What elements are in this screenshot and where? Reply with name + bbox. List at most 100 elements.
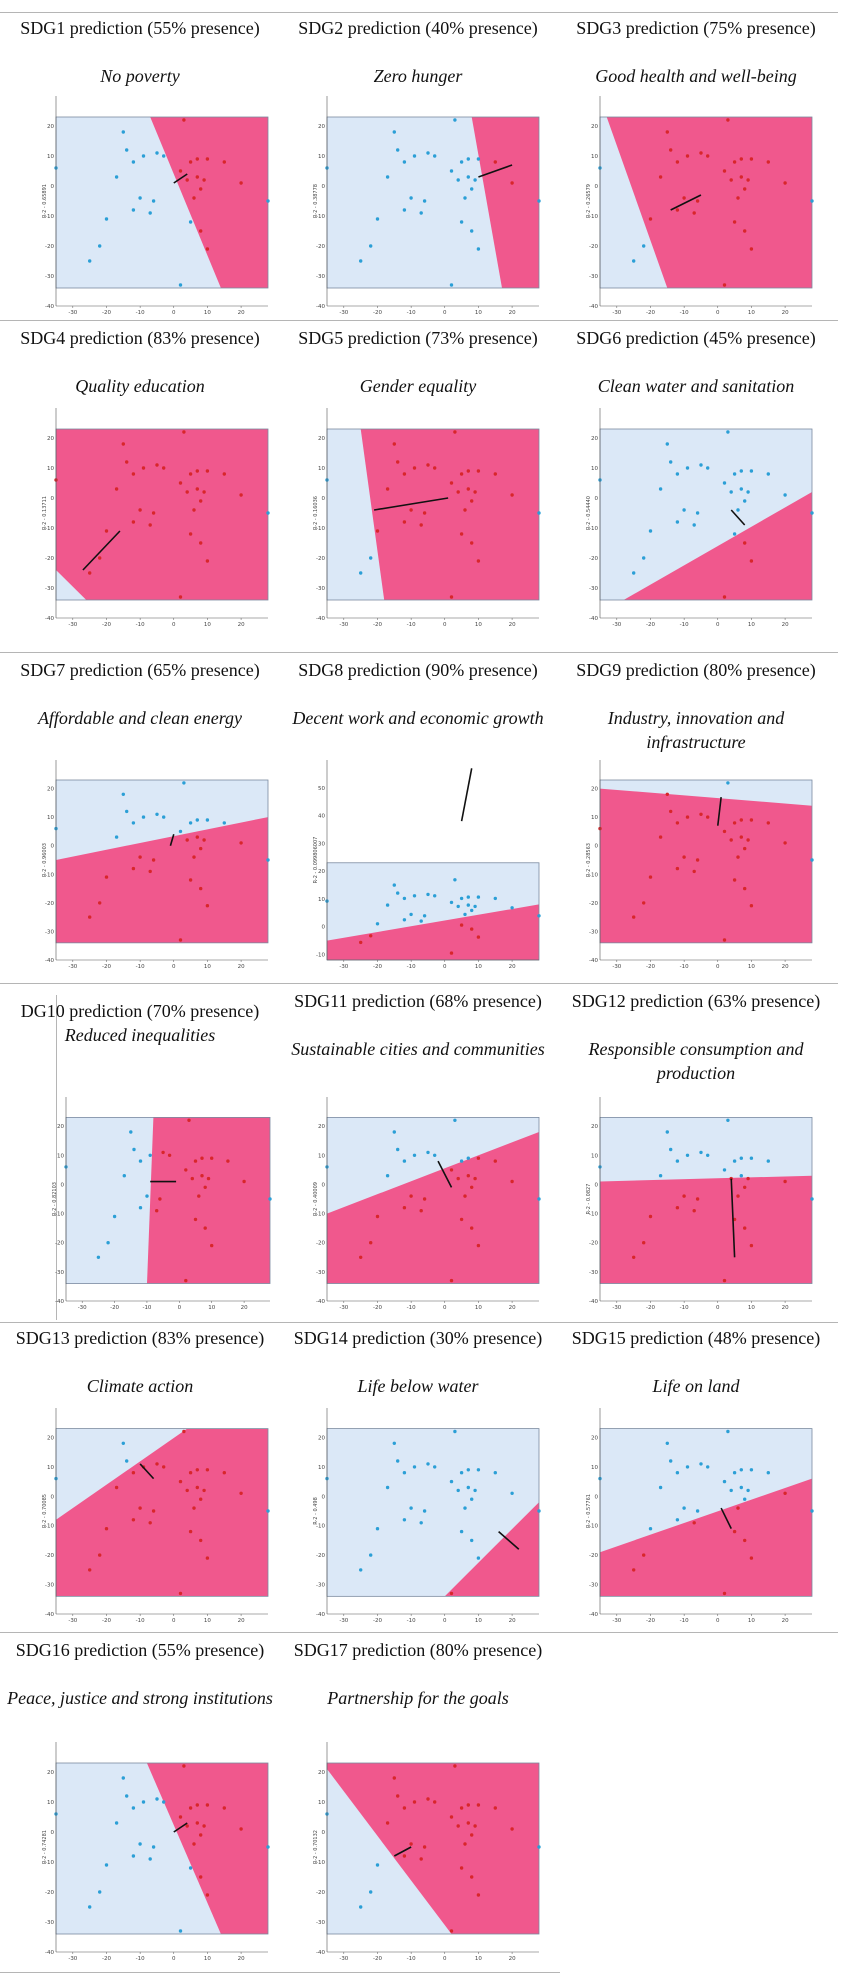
data-point bbox=[222, 472, 226, 476]
data-point bbox=[426, 1462, 430, 1466]
x-tick-label: 0 bbox=[178, 1305, 182, 1311]
data-point bbox=[682, 1194, 686, 1198]
data-point bbox=[739, 818, 743, 822]
data-point bbox=[743, 886, 747, 891]
data-point bbox=[810, 199, 814, 203]
data-point bbox=[138, 1506, 142, 1510]
data-point bbox=[359, 571, 363, 575]
data-point bbox=[739, 835, 743, 839]
data-point bbox=[266, 511, 270, 515]
data-point bbox=[736, 1194, 740, 1198]
data-point bbox=[409, 1194, 413, 1198]
data-point bbox=[699, 812, 703, 816]
y-tick-label: -10 bbox=[589, 526, 598, 532]
y-tick-label: 0 bbox=[595, 1182, 599, 1188]
data-point bbox=[739, 1485, 743, 1490]
data-point bbox=[222, 160, 226, 164]
y-tick-label: 10 bbox=[47, 1465, 54, 1471]
data-point bbox=[682, 196, 686, 200]
data-point bbox=[202, 838, 206, 842]
y-tick-label: -30 bbox=[589, 586, 598, 592]
data-point bbox=[685, 1153, 690, 1157]
y-tick-label: -10 bbox=[45, 872, 54, 878]
x-tick-label: 20 bbox=[238, 1956, 245, 1962]
data-point bbox=[202, 1488, 206, 1493]
y-axis-label: R-2 - 0.40009 bbox=[313, 1182, 319, 1216]
scatter-plot: -30 -20 -10 0 10 20 20 10 0 -10 -20 -30 -40 R-2 - 0.1… bbox=[313, 408, 541, 628]
y-tick-label: -20 bbox=[589, 901, 598, 907]
data-point bbox=[736, 1506, 740, 1510]
x-tick-label: -30 bbox=[339, 1618, 348, 1624]
panel-subtitle: Gender equality bbox=[359, 376, 477, 396]
region-pink bbox=[471, 117, 539, 288]
x-tick-label: 10 bbox=[475, 1305, 482, 1311]
data-point bbox=[729, 178, 733, 182]
data-point bbox=[669, 148, 673, 152]
data-point bbox=[138, 508, 142, 512]
data-point bbox=[402, 520, 407, 524]
boundary-normal bbox=[460, 768, 473, 822]
y-tick-label: 0 bbox=[51, 496, 55, 502]
y-tick-label: -30 bbox=[316, 586, 325, 592]
panel-subtitle: No poverty bbox=[100, 66, 180, 86]
y-tick-label: -20 bbox=[45, 1890, 54, 1896]
x-tick-label: 0 bbox=[716, 310, 720, 316]
data-point bbox=[148, 523, 152, 527]
data-point bbox=[453, 118, 457, 122]
x-tick-label: 20 bbox=[238, 622, 245, 628]
data-point bbox=[131, 821, 136, 825]
data-point bbox=[658, 835, 663, 839]
data-point bbox=[266, 1509, 270, 1513]
panel-title: SDG17 prediction (80% presence) bbox=[293, 1640, 543, 1660]
data-point bbox=[783, 1179, 787, 1184]
x-tick-label: -10 bbox=[136, 622, 145, 628]
region-pink bbox=[600, 788, 812, 943]
y-tick-label: -20 bbox=[589, 1553, 598, 1559]
data-point bbox=[195, 1821, 199, 1825]
scatter-plot: -30 -20 -10 0 10 20 20 10 0 -10 -20 -30 -40 R-2 - 0.7… bbox=[313, 1742, 541, 1962]
data-point bbox=[385, 1821, 390, 1825]
data-point bbox=[375, 1527, 380, 1531]
y-tick-label: 10 bbox=[591, 466, 598, 472]
x-tick-label: 10 bbox=[748, 1305, 755, 1311]
data-point bbox=[205, 559, 210, 563]
data-point bbox=[375, 529, 380, 533]
data-point bbox=[104, 217, 109, 221]
y-axis-label: R-2 - 0.28563 bbox=[586, 843, 592, 877]
data-point bbox=[266, 858, 270, 862]
data-point bbox=[369, 244, 373, 248]
data-point bbox=[412, 154, 417, 158]
panel-title: SDG2 prediction (40% presence) bbox=[298, 18, 538, 38]
y-tick-label: -20 bbox=[589, 1241, 598, 1247]
data-point bbox=[470, 927, 474, 931]
y-tick-label: -20 bbox=[316, 1553, 325, 1559]
data-point bbox=[476, 1556, 481, 1560]
data-point bbox=[675, 520, 680, 524]
data-point bbox=[375, 922, 380, 926]
data-point bbox=[456, 904, 460, 909]
data-point bbox=[706, 815, 710, 819]
data-point bbox=[392, 1776, 396, 1780]
x-tick-label: 10 bbox=[204, 310, 211, 316]
y-tick-label: -20 bbox=[316, 244, 325, 250]
data-point bbox=[200, 1174, 204, 1178]
data-point bbox=[369, 1553, 373, 1557]
y-tick-label: 10 bbox=[47, 466, 54, 472]
x-tick-label: -20 bbox=[110, 1305, 119, 1311]
data-point bbox=[188, 878, 193, 882]
data-point bbox=[459, 1471, 464, 1475]
y-tick-label: -40 bbox=[45, 1950, 54, 1956]
data-point bbox=[96, 1255, 101, 1259]
data-point bbox=[369, 934, 373, 938]
data-point bbox=[402, 1159, 407, 1163]
data-point bbox=[722, 1479, 727, 1484]
region-pink bbox=[327, 1763, 539, 1934]
data-point bbox=[182, 118, 186, 122]
x-tick-label: 20 bbox=[782, 1618, 789, 1624]
y-tick-label: 0 bbox=[322, 925, 326, 931]
y-tick-label: 10 bbox=[318, 1800, 325, 1806]
data-point bbox=[185, 1824, 189, 1828]
panel-title: SDG11 prediction (68% presence) bbox=[294, 991, 542, 1011]
data-point bbox=[419, 919, 423, 923]
data-point bbox=[190, 1176, 194, 1181]
